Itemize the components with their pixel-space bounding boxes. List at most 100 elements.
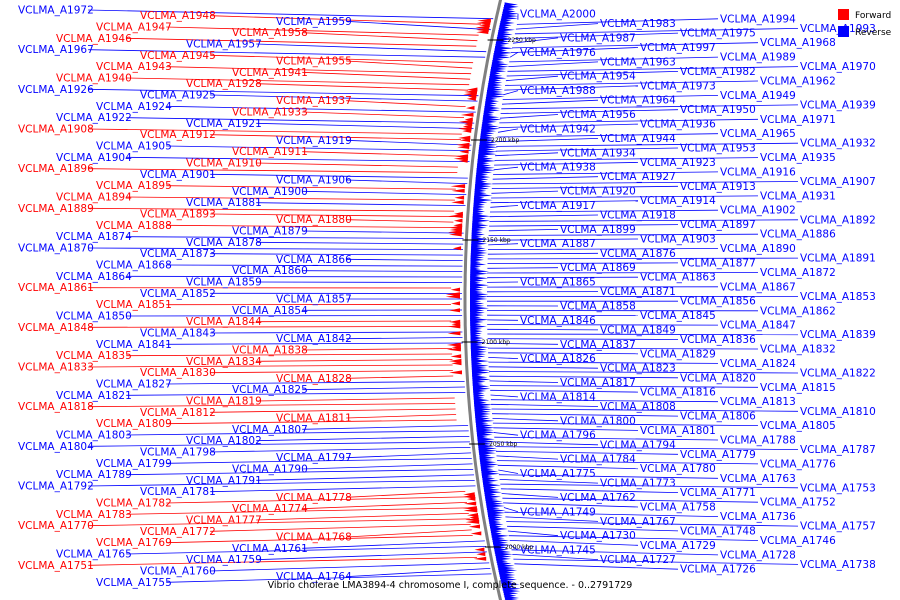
gene-arrow-reverse xyxy=(472,225,487,230)
gene-label-left: VCLMA_A1778 xyxy=(276,492,352,504)
gene-label-right: VCLMA_A1939 xyxy=(800,99,876,111)
connector-line xyxy=(493,432,519,436)
gene-label-right: VCLMA_A1913 xyxy=(680,181,756,193)
legend-forward-swatch xyxy=(838,9,849,20)
gene-label-right: VCLMA_A1837 xyxy=(560,339,636,351)
gene-arrow-forward xyxy=(451,200,464,205)
connector-line xyxy=(302,230,464,234)
gene-label-left: VCLMA_A1760 xyxy=(140,566,216,578)
gene-label-right: VCLMA_A1729 xyxy=(640,540,716,552)
gene-label-left: VCLMA_A1860 xyxy=(232,265,308,277)
connector-line xyxy=(126,469,474,476)
connector-line xyxy=(210,54,474,64)
gene-label-left: VCLMA_A1901 xyxy=(140,169,216,181)
gene-label-left: VCLMA_A1790 xyxy=(232,464,308,476)
connector-line xyxy=(302,348,452,351)
connector-line xyxy=(256,122,474,129)
connector-line xyxy=(513,558,799,565)
gene-label-left: VCLMA_A1873 xyxy=(140,248,216,260)
gene-label-left: VCLMA_A1967 xyxy=(18,44,94,56)
gene-label-right: VCLMA_A1963 xyxy=(600,56,676,68)
gene-label-left: VCLMA_A1850 xyxy=(56,311,132,323)
gene-label-left: VCLMA_A1904 xyxy=(56,152,132,164)
connector-line xyxy=(490,389,639,393)
connector-line xyxy=(256,162,458,168)
gene-label-right: VCLMA_A1865 xyxy=(520,277,596,289)
gene-label-right: VCLMA_A1820 xyxy=(680,372,756,384)
gene-arrow-reverse xyxy=(504,4,519,9)
connector-line xyxy=(487,248,719,251)
gene-label-left: VCLMA_A1861 xyxy=(18,282,94,294)
gene-arrow-forward xyxy=(458,158,468,163)
gene-arrow-forward xyxy=(470,531,482,536)
gene-label-right: VCLMA_A1823 xyxy=(600,363,676,375)
gene-label-left: VCLMA_A1789 xyxy=(56,469,132,481)
gene-label-left: VCLMA_A1911 xyxy=(232,146,308,158)
gene-label-right: VCLMA_A1886 xyxy=(760,229,836,241)
gene-label-left: VCLMA_A1957 xyxy=(186,39,262,51)
gene-label-left: VCLMA_A1881 xyxy=(186,197,262,209)
gene-label-right: VCLMA_A1829 xyxy=(640,348,716,360)
gene-arrow-reverse xyxy=(470,257,484,262)
gene-arrow-forward xyxy=(467,513,478,517)
gene-label-left: VCLMA_A1802 xyxy=(186,435,262,447)
gene-arrow-reverse xyxy=(499,23,512,28)
connector-line xyxy=(514,563,679,570)
gene-label-left: VCLMA_A1868 xyxy=(96,260,172,272)
connector-line xyxy=(346,219,454,223)
gene-label-right: VCLMA_A1815 xyxy=(760,382,836,394)
chromosome-backbone xyxy=(463,0,503,600)
connector-line xyxy=(492,422,759,426)
connector-line xyxy=(126,392,466,396)
gene-label-left: VCLMA_A1799 xyxy=(96,458,172,470)
gene-label-left: VCLMA_A1792 xyxy=(18,481,94,493)
gene-arrow-reverse xyxy=(497,32,513,37)
gene-arrow-reverse xyxy=(470,276,489,281)
gene-arrow-forward xyxy=(451,301,460,306)
connector-line xyxy=(511,549,719,556)
connector-line xyxy=(210,370,453,374)
gene-label-left: VCLMA_A1908 xyxy=(18,124,94,136)
gene-arrow-forward xyxy=(466,105,475,110)
connector-line xyxy=(496,142,799,147)
gene-arrow-reverse xyxy=(476,170,492,175)
gene-label-left: VCLMA_A1947 xyxy=(96,22,172,34)
connector-line xyxy=(497,464,639,470)
gene-label-right: VCLMA_A1801 xyxy=(640,425,716,437)
gene-label-right: VCLMA_A1923 xyxy=(640,157,716,169)
connector-line xyxy=(510,544,519,551)
gene-label-right: VCLMA_A1826 xyxy=(520,353,596,365)
connector-line xyxy=(509,51,519,58)
tick-label: 2200 kbp xyxy=(491,137,519,144)
gene-label-left: VCLMA_A1926 xyxy=(18,84,94,96)
gene-label-right: VCLMA_A1997 xyxy=(640,42,716,54)
gene-label-left: VCLMA_A1928 xyxy=(186,78,262,90)
connector-line xyxy=(503,502,639,508)
gene-label-left: VCLMA_A1906 xyxy=(276,175,352,187)
gene-arrow-reverse xyxy=(484,490,502,494)
connector-line xyxy=(210,408,456,413)
connector-line xyxy=(488,243,519,246)
connector-line xyxy=(508,535,759,541)
gene-label-left: VCLMA_A1764 xyxy=(276,571,352,583)
connector-line xyxy=(490,205,519,208)
gene-label-right: VCLMA_A1805 xyxy=(760,420,836,432)
connector-line xyxy=(489,385,759,388)
gene-label-right: VCLMA_A1794 xyxy=(600,439,676,451)
gene-feature-arrows xyxy=(445,2,521,600)
connector-line xyxy=(126,507,468,515)
map-title: Vibrio cholerae LMA3894-4 chromosome I, … xyxy=(268,580,633,591)
gene-label-left: VCLMA_A1804 xyxy=(18,441,94,453)
gene-label-right: VCLMA_A1776 xyxy=(760,458,836,470)
legend-forward-label: Forward xyxy=(855,11,891,21)
connector-line xyxy=(488,366,599,369)
gene-label-left: VCLMA_A1812 xyxy=(140,407,216,419)
gene-label-right: VCLMA_A1956 xyxy=(560,109,636,121)
gene-labels: VCLMA_A1972 VCLMA_A1948 VCLMA_A1959VCLMA_A… xyxy=(18,5,876,589)
connector-line xyxy=(126,77,470,86)
gene-label-left: VCLMA_A1958 xyxy=(232,27,308,39)
connector-line xyxy=(256,551,487,561)
gene-label-right: VCLMA_A1822 xyxy=(800,368,876,380)
gene-label-right: VCLMA_A1728 xyxy=(720,549,796,561)
gene-label-right: VCLMA_A1753 xyxy=(800,482,876,494)
